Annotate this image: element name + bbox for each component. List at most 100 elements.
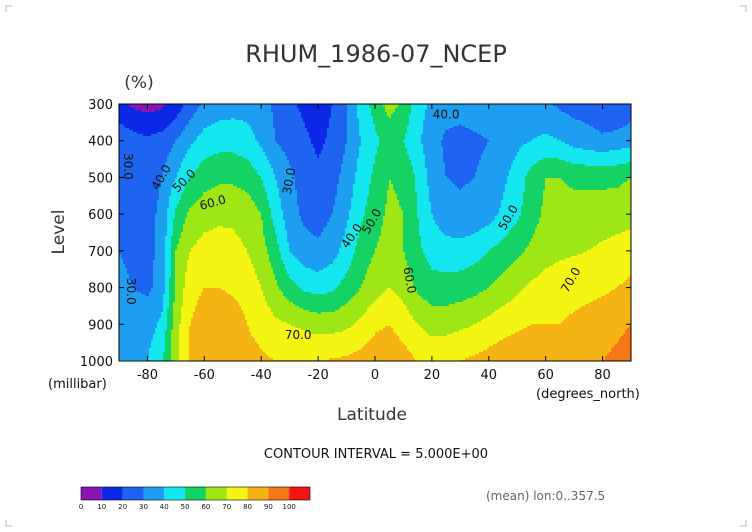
contour-band-cell xyxy=(265,296,285,298)
contour-band-cell xyxy=(287,230,309,232)
contour-band-cell xyxy=(177,172,193,174)
contour-band-cell xyxy=(251,198,267,200)
contour-band-cell xyxy=(393,184,415,186)
contour-band-cell xyxy=(341,246,355,248)
contour-band-cell xyxy=(347,130,359,132)
contour-band-cell xyxy=(477,132,601,134)
contour-band-cell xyxy=(271,210,283,212)
contour-band-cell xyxy=(515,158,543,160)
contour-band-cell xyxy=(345,276,365,278)
contour-band-cell xyxy=(423,248,491,250)
contour-band-cell xyxy=(155,244,165,246)
contour-band-cell xyxy=(407,152,423,154)
contour-band-cell xyxy=(203,128,251,130)
contour-band-cell xyxy=(173,310,181,312)
contour-band-cell xyxy=(199,166,253,168)
contour-band-cell xyxy=(141,110,155,112)
contour-band-cell xyxy=(467,298,513,300)
contour-band-cell xyxy=(177,114,193,116)
contour-band-cell xyxy=(353,196,367,198)
contour-band-cell xyxy=(377,148,407,150)
contour-band-cell xyxy=(415,288,487,290)
contour-band-cell xyxy=(171,358,179,360)
contour-band-cell xyxy=(153,336,165,338)
contour-band-cell xyxy=(251,258,269,260)
contour-band-cell xyxy=(129,278,153,280)
contour-band-cell xyxy=(349,212,365,214)
contour-band-cell xyxy=(347,222,361,224)
contour-band-cell xyxy=(251,128,275,130)
contour-band-cell xyxy=(433,214,497,216)
contour-band-cell xyxy=(173,316,181,318)
contour-band-cell xyxy=(277,282,295,284)
contour-band-cell xyxy=(403,244,421,246)
contour-band-cell xyxy=(383,328,393,330)
contour-band-cell xyxy=(273,222,285,224)
contour-band-cell xyxy=(429,192,503,194)
contour-band-cell xyxy=(189,358,273,360)
contour-band-cell xyxy=(261,286,279,288)
contour-band-cell xyxy=(189,120,219,122)
contour-band-cell xyxy=(345,146,359,148)
contour-band-cell xyxy=(569,186,619,188)
contour-band-cell xyxy=(347,224,361,226)
contour-band-cell xyxy=(167,160,183,162)
contour-band-cell xyxy=(423,120,581,122)
contour-band-cell xyxy=(537,276,629,278)
contour-band-cell xyxy=(323,228,345,230)
contour-band-cell xyxy=(153,334,165,336)
contour-band-cell xyxy=(345,152,359,154)
contour-band-cell xyxy=(271,208,281,210)
contour-band-cell xyxy=(533,164,585,166)
y-tick-label: 600 xyxy=(88,208,113,223)
contour-band-cell xyxy=(501,306,581,308)
contour-band-cell xyxy=(331,108,347,110)
contour-band-cell xyxy=(189,336,253,338)
contour-band-cell xyxy=(243,310,271,312)
contour-band-cell xyxy=(263,226,275,228)
contour-band-cell xyxy=(245,314,273,316)
contour-band-cell xyxy=(537,162,571,164)
contour-band-cell xyxy=(351,264,369,266)
contour-band-cell xyxy=(157,200,169,202)
contour-band-cell xyxy=(119,156,167,158)
contour-band-cell xyxy=(249,326,295,328)
contour-band-cell xyxy=(161,176,177,178)
contour-band-cell xyxy=(277,240,287,242)
contour-band-cell xyxy=(501,206,521,208)
contour-band-cell xyxy=(187,268,255,270)
contour-band-cell xyxy=(169,282,175,284)
contour-band-cell xyxy=(407,130,423,132)
contour-band-cell xyxy=(319,154,343,156)
contour-band-cell xyxy=(469,128,595,130)
contour-band-cell xyxy=(127,268,153,270)
contour-band-cell xyxy=(377,150,407,152)
contour-band-cell xyxy=(265,190,279,192)
contour-band-cell xyxy=(361,140,379,142)
contour-band-cell xyxy=(473,264,511,266)
contour-band-cell xyxy=(179,338,189,340)
contour-band-cell xyxy=(169,304,173,306)
contour-band-cell xyxy=(291,168,341,170)
contour-band-cell xyxy=(343,162,357,164)
contour-band-cell xyxy=(527,172,631,174)
contour-band-cell xyxy=(519,218,539,220)
contour-band-cell xyxy=(357,114,371,116)
contour-band-cell xyxy=(289,246,341,248)
colorbar-tick-label: 90 xyxy=(264,503,273,511)
contour-band-cell xyxy=(425,156,443,158)
contour-band-cell xyxy=(203,130,253,132)
contour-band-cell xyxy=(249,160,269,162)
contour-band-cell xyxy=(251,262,271,264)
contour-band-cell xyxy=(277,234,287,236)
contour-label: 70.0 xyxy=(285,328,312,342)
contour-band-cell xyxy=(469,356,605,358)
contour-band-cell xyxy=(397,194,417,196)
contour-band-cell xyxy=(515,296,601,298)
contour-band-cell xyxy=(303,224,327,226)
contour-band-cell xyxy=(607,188,631,190)
contour-band-cell xyxy=(473,324,531,326)
contour-band-cell xyxy=(335,202,351,204)
contour-band-cell xyxy=(119,242,155,244)
contour-band-cell xyxy=(297,196,335,198)
